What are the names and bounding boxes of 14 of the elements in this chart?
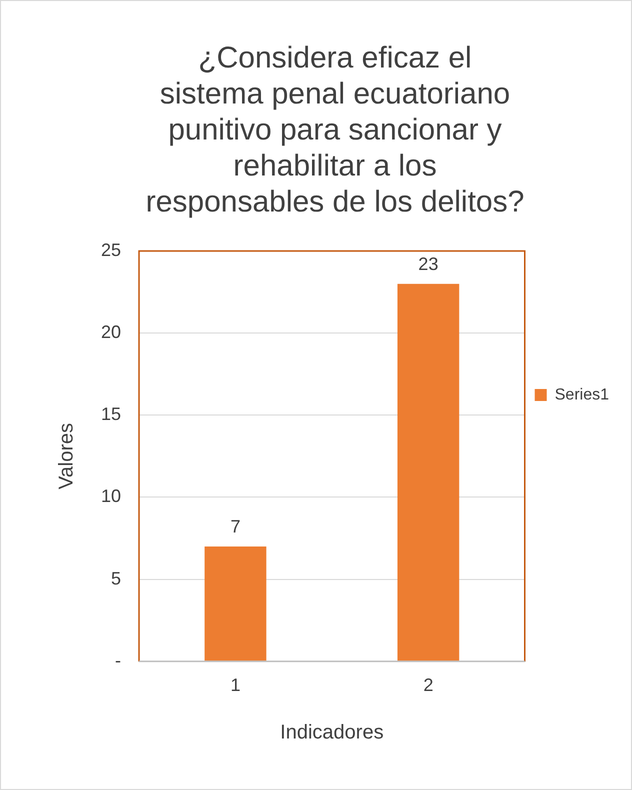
x-tick-label: 1	[230, 675, 240, 696]
y-tick-label: 10	[100, 486, 122, 506]
chart-title: ¿Considera eficaz el sistema penal ecuatoriano punitivo para sancionar y rehabilitar a los responsables de los delitos?	[146, 41, 524, 218]
data-label: 23	[418, 254, 438, 274]
x-tick-label: 2	[423, 675, 434, 696]
data-label: 7	[230, 516, 240, 536]
y-axis-title: Valores	[56, 423, 78, 490]
y-tick-label: 25	[100, 240, 122, 260]
y-tick-label: 20	[100, 322, 122, 342]
y-tick-label: 15	[100, 404, 122, 424]
y-tick-label: -	[115, 650, 122, 670]
y-tick-label: 5	[111, 568, 122, 588]
legend-label: Series1	[554, 386, 610, 404]
x-axis-title: Indicadores	[280, 722, 384, 744]
